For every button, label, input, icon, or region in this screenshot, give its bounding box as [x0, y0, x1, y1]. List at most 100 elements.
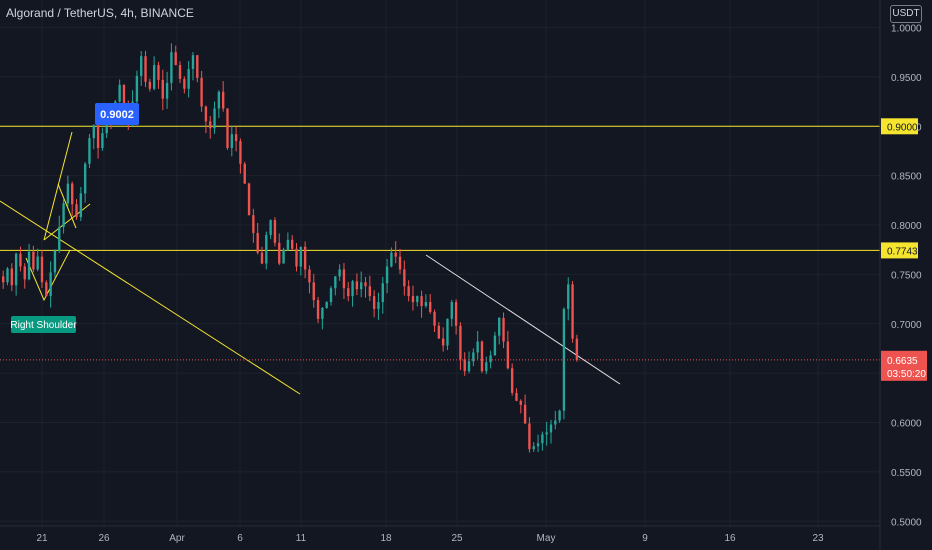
candle[interactable] [459, 322, 462, 371]
candle[interactable] [165, 71, 169, 109]
candle[interactable] [437, 322, 441, 339]
candle[interactable] [433, 309, 436, 333]
candle[interactable] [45, 280, 48, 297]
candle[interactable] [493, 331, 497, 356]
pattern-trendline[interactable] [0, 200, 301, 395]
candle[interactable] [541, 431, 544, 451]
candle[interactable] [381, 276, 384, 314]
candle[interactable] [187, 60, 190, 98]
candle[interactable] [200, 70, 203, 112]
candle[interactable] [528, 417, 531, 453]
candle[interactable] [32, 245, 35, 273]
candle[interactable] [152, 56, 156, 91]
candle[interactable] [567, 277, 570, 321]
price-axis[interactable]: 1.0000 0.9500 0.9000 0.8500 0.8000 0.7500 0.70… [879, 0, 927, 550]
candle[interactable] [83, 161, 87, 203]
candle[interactable] [364, 276, 367, 298]
candle[interactable] [342, 263, 346, 299]
candle[interactable] [286, 232, 290, 251]
candle[interactable] [446, 318, 449, 351]
candle[interactable] [411, 285, 415, 311]
candle[interactable] [178, 61, 182, 84]
candle[interactable] [334, 276, 337, 296]
candle[interactable] [291, 235, 294, 251]
candle[interactable] [377, 292, 380, 320]
candle[interactable] [299, 246, 302, 276]
candle[interactable] [368, 275, 372, 302]
candle[interactable] [347, 281, 350, 302]
candle[interactable] [295, 243, 298, 272]
candle[interactable] [545, 421, 548, 446]
candle[interactable] [269, 219, 272, 240]
candle[interactable] [394, 241, 397, 264]
candle[interactable] [519, 399, 522, 414]
time-axis[interactable]: 21 26 Apr 6 11 18 25 May 9 16 23 [0, 525, 880, 544]
candle[interactable] [303, 241, 307, 279]
candle[interactable] [247, 182, 251, 216]
candle[interactable] [27, 243, 31, 281]
candle[interactable] [170, 43, 173, 91]
candle[interactable] [40, 249, 44, 289]
candle[interactable] [351, 279, 354, 307]
candle[interactable] [256, 222, 259, 255]
candle[interactable] [312, 273, 315, 308]
candle[interactable] [79, 186, 83, 222]
candle[interactable] [260, 246, 264, 265]
candle[interactable] [140, 50, 143, 86]
candle[interactable] [217, 90, 221, 118]
candle[interactable] [454, 299, 458, 335]
candle[interactable] [196, 55, 199, 83]
candle[interactable] [92, 124, 95, 150]
candle[interactable] [161, 69, 164, 111]
candle[interactable] [148, 78, 152, 92]
candle[interactable] [49, 261, 52, 308]
candle[interactable] [53, 249, 57, 278]
candle[interactable] [252, 208, 255, 243]
candle[interactable] [398, 248, 402, 275]
candle[interactable] [562, 307, 566, 420]
candle[interactable] [429, 294, 432, 314]
pattern-trendline[interactable] [25, 249, 71, 302]
currency-button[interactable]: USDT [890, 5, 922, 23]
candle[interactable] [510, 363, 514, 396]
candle[interactable] [66, 175, 70, 207]
pattern-label-box[interactable] [11, 316, 76, 333]
candle[interactable] [316, 296, 320, 324]
candle[interactable] [472, 348, 475, 367]
candle[interactable] [338, 264, 341, 281]
candle[interactable] [62, 198, 65, 234]
downtrend-line[interactable] [425, 254, 621, 385]
level-price-tag[interactable] [881, 118, 918, 135]
candle[interactable] [118, 79, 121, 103]
candle[interactable] [243, 161, 246, 185]
candle[interactable] [157, 61, 160, 89]
candle[interactable] [19, 246, 22, 272]
candle[interactable] [204, 105, 208, 134]
candle[interactable] [385, 258, 389, 294]
pattern-trendline[interactable] [43, 203, 91, 241]
candle[interactable] [239, 138, 242, 174]
candle[interactable] [476, 330, 479, 360]
price-annotation-box[interactable] [95, 103, 139, 125]
candle[interactable] [308, 265, 311, 294]
candle[interactable] [575, 334, 579, 362]
candle[interactable] [230, 125, 233, 157]
candle[interactable] [144, 50, 147, 88]
candle[interactable] [489, 350, 492, 369]
candle[interactable] [226, 108, 229, 150]
pattern-trendline[interactable] [57, 183, 77, 229]
candle[interactable] [441, 327, 445, 352]
candle[interactable] [549, 419, 553, 444]
candle[interactable] [2, 270, 5, 289]
candle[interactable] [554, 411, 557, 430]
candle[interactable] [321, 307, 324, 330]
candle[interactable] [480, 340, 484, 374]
candle[interactable] [536, 434, 540, 453]
candle[interactable] [234, 126, 238, 152]
candle[interactable] [265, 231, 268, 270]
candle[interactable] [416, 295, 419, 307]
candle[interactable] [96, 122, 100, 159]
candle[interactable] [360, 271, 363, 298]
candle[interactable] [571, 281, 574, 343]
